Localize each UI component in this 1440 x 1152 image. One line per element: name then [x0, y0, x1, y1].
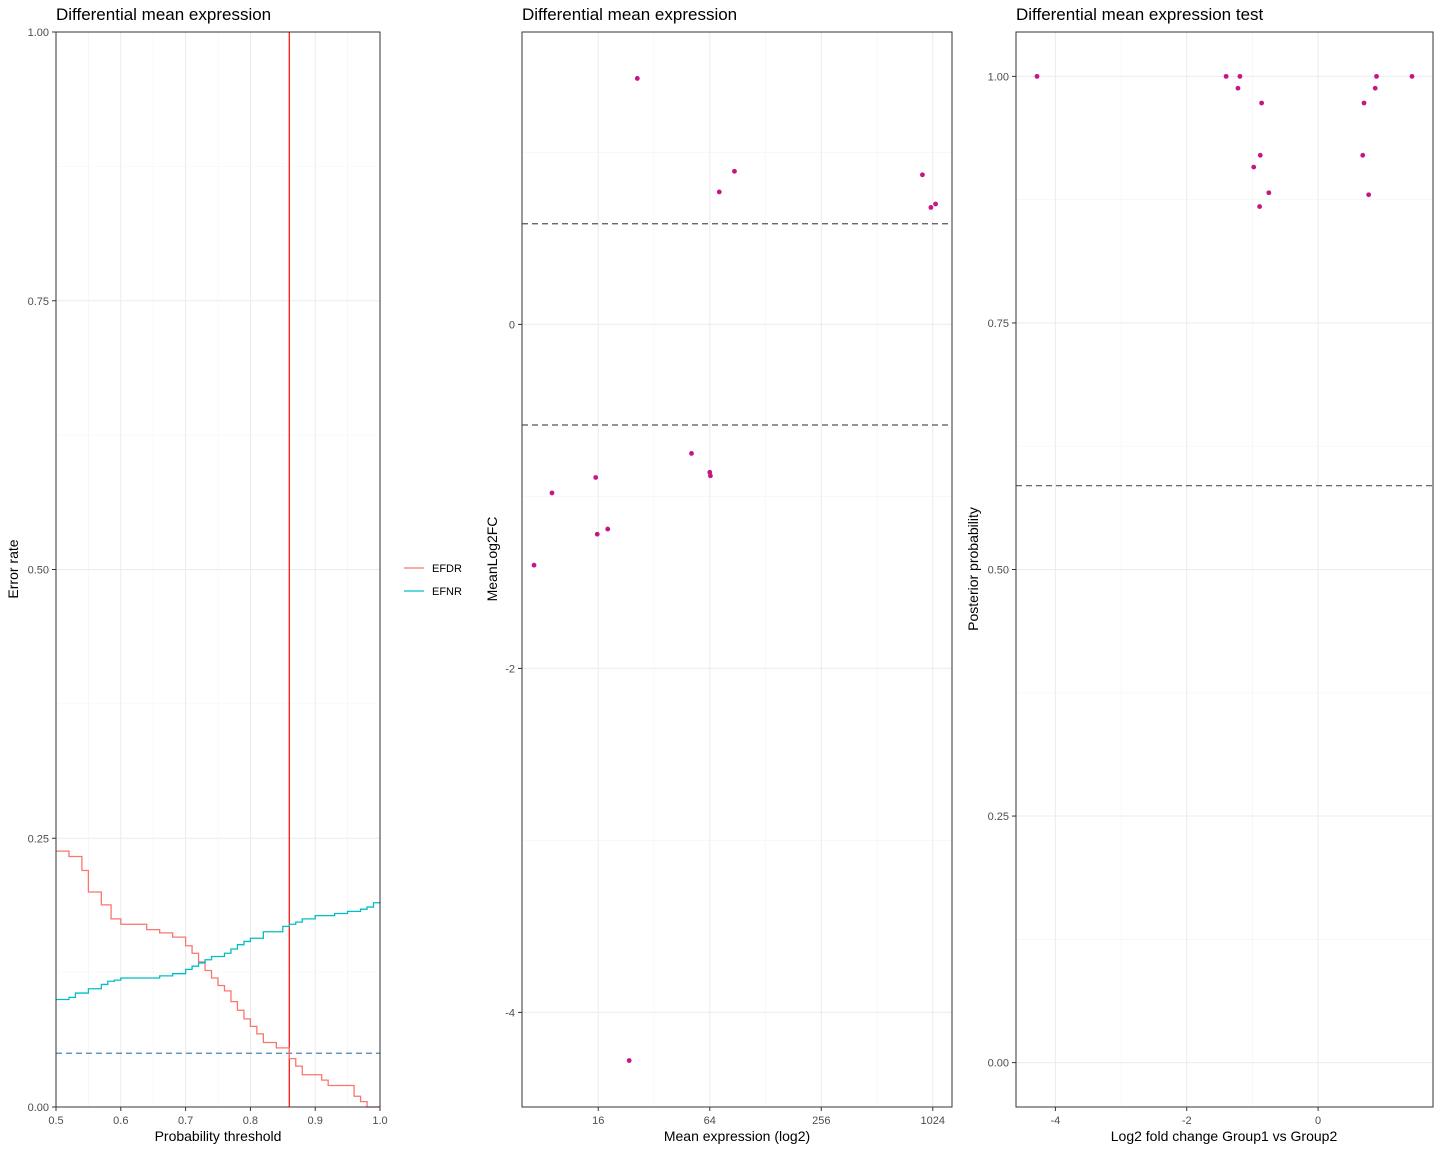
chart-1-y-label: Error rate: [5, 539, 21, 598]
legend-label-efnr: EFNR: [432, 586, 462, 598]
chart-2-x-label: Mean expression (log2): [664, 1128, 810, 1144]
chart-2-point-2: [593, 475, 599, 480]
chart-1-y-tick-label-2: 0.50: [28, 565, 49, 577]
chart-2-point-5: [626, 1058, 632, 1063]
chart-error-rate: Differential mean expression 0.5 0.6 0.7 0.…: [5, 5, 462, 1144]
chart-3-point-11: [1366, 192, 1372, 198]
chart-2-point-9: [708, 473, 713, 479]
chart-3-y-tick-label-2: 0.50: [988, 565, 1009, 577]
chart-2-point-4: [605, 526, 611, 532]
chart-2-y-tick-label-1: -2: [505, 663, 515, 675]
chart-3-point-4: [1251, 164, 1257, 170]
chart-3-point-5: [1257, 204, 1263, 209]
chart-2-x-tick-label-2: 256: [812, 1115, 830, 1127]
chart-2-point-10: [716, 189, 722, 195]
chart-1-x-tick-label-0: 0.5: [48, 1115, 63, 1127]
chart-1-y-tick-label-1: 0.25: [28, 833, 49, 845]
chart-2-reference-lines: [522, 223, 952, 426]
chart-3-point-12: [1374, 73, 1379, 79]
chart-2-point-11: [732, 168, 737, 174]
chart-2-y-label: MeanLog2FC: [484, 517, 500, 602]
chart-1-x-tick-label-4: 0.9: [308, 1115, 323, 1127]
series-line-efdr: [56, 850, 380, 1108]
chart-1-title: Differential mean expression: [56, 5, 271, 24]
chart-3-y-tick-label-0: 0.00: [988, 1058, 1009, 1070]
chart-2-point-0: [531, 562, 537, 568]
chart-2-point-13: [928, 205, 934, 210]
chart-2-panel: [521, 31, 953, 1108]
chart-1-reference-lines: [56, 32, 380, 1107]
series-line-efnr: [56, 901, 381, 1001]
chart-2-x-axis: 16 64 256 1024: [592, 1107, 945, 1127]
chart-2-point-6: [634, 76, 640, 81]
legend-label-efdr: EFDR: [432, 563, 462, 575]
chart-2-point-7: [689, 451, 694, 456]
chart-1-x-tick-label-5: 1.0: [372, 1115, 387, 1127]
chart-3-point-7: [1259, 100, 1265, 106]
chart-3-point-3: [1237, 73, 1243, 79]
chart-posterior-probability: Differential mean expression test -4 -2 0 …: [965, 5, 1434, 1144]
chart-3-x-tick-label-0: -4: [1051, 1115, 1061, 1127]
chart-3-point-13: [1372, 85, 1378, 91]
chart-3-y-axis: 0.00 0.25 0.50 0.75 1.00: [988, 71, 1016, 1070]
chart-2-y-tick-label-0: -4: [505, 1007, 515, 1019]
chart-3-point-2: [1235, 85, 1241, 91]
chart-3-y-tick-label-3: 0.75: [988, 318, 1009, 330]
chart-2-marks: [531, 76, 938, 1063]
chart-3-marks: [1034, 73, 1415, 209]
chart-1-x-tick-label-3: 0.8: [243, 1115, 258, 1127]
chart-2-point-14: [933, 201, 938, 207]
chart-3-point-14: [1409, 73, 1415, 79]
chart-1-y-axis: 0.00 0.25 0.50 0.75 1.00: [28, 27, 56, 1114]
chart-2-gridlines: [522, 32, 952, 1107]
chart-2-x-tick-label-3: 1024: [921, 1115, 945, 1127]
chart-2-title: Differential mean expression: [522, 5, 737, 24]
chart-mean-expression: Differential mean expression 16 64 256 1024…: [484, 5, 953, 1144]
chart-1-x-axis: 0.5 0.6 0.7 0.8 0.9 1.0: [48, 1107, 388, 1127]
chart-1-y-tick-label-0: 0.00: [28, 1102, 49, 1114]
chart-1-legend: EFDR EFNR: [404, 563, 462, 598]
chart-3-point-0: [1034, 73, 1040, 79]
chart-3-x-tick-label-1: -2: [1182, 1115, 1192, 1127]
chart-3-y-tick-label-1: 0.25: [988, 811, 1009, 823]
chart-2-point-12: [920, 172, 925, 178]
chart-1-y-tick-label-4: 1.00: [28, 27, 49, 39]
chart-3-title: Differential mean expression test: [1016, 5, 1264, 24]
chart-3-point-9: [1361, 100, 1367, 106]
chart-2-point-1: [549, 490, 555, 496]
chart-3-point-10: [1360, 152, 1366, 158]
chart-1-y-tick-label-3: 0.75: [28, 296, 49, 308]
chart-3-x-tick-label-2: 0: [1315, 1115, 1321, 1127]
chart-1-gridlines: [55, 31, 381, 1108]
chart-1-x-tick-label-2: 0.7: [178, 1115, 193, 1127]
chart-1-x-tick-label-1: 0.6: [113, 1115, 128, 1127]
chart-3-y-tick-label-4: 1.00: [988, 71, 1009, 83]
chart-1-x-label: Probability threshold: [155, 1128, 282, 1144]
chart-2-x-tick-label-1: 64: [704, 1115, 716, 1127]
chart-3-y-label: Posterior probability: [965, 507, 981, 631]
chart-1-marks: [56, 850, 381, 1108]
chart-3-point-6: [1257, 152, 1263, 158]
chart-3-point-8: [1266, 190, 1272, 196]
chart-3-point-1: [1223, 73, 1229, 79]
chart-2-x-tick-label-0: 16: [592, 1115, 604, 1127]
chart-2-y-axis: -4 -2 0: [505, 319, 522, 1019]
chart-2-y-tick-label-2: 0: [509, 319, 515, 331]
chart-3-x-label: Log2 fold change Group1 vs Group2: [1111, 1128, 1338, 1144]
chart-3-x-axis: -4 -2 0: [1051, 1107, 1321, 1127]
chart-2-point-3: [594, 531, 600, 537]
